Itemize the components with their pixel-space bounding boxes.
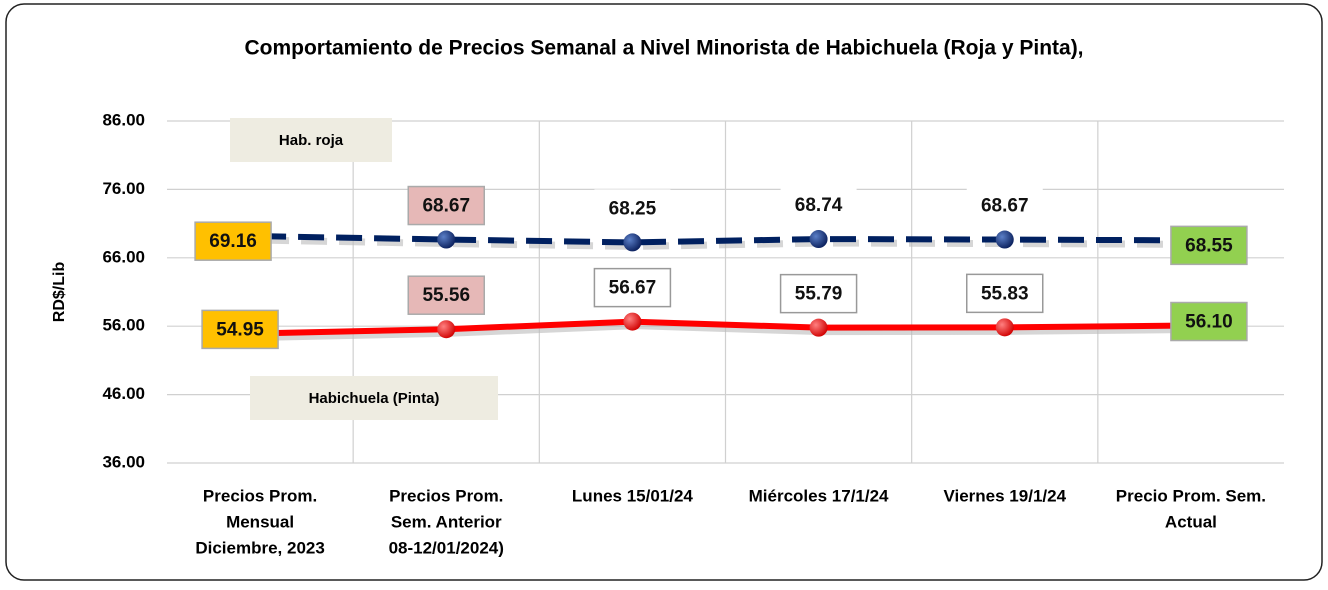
x-tick-label: Precios Prom.	[389, 486, 503, 505]
data-label: 68.67	[422, 196, 470, 217]
point-marker	[437, 320, 456, 339]
x-tick-label: Precio Prom. Sem.	[1116, 486, 1266, 505]
data-label: 68.55	[1185, 235, 1233, 256]
x-tick-label: Viernes 19/1/24	[943, 486, 1066, 505]
series-label-box	[250, 376, 498, 420]
data-label: 69.16	[209, 231, 257, 252]
data-label-box	[594, 189, 671, 228]
x-tick-label: Mensual	[226, 512, 294, 531]
y-tick-label: 76.00	[102, 179, 145, 198]
series-label-box	[230, 118, 392, 162]
data-label: 55.56	[422, 285, 470, 306]
line-shadow	[263, 236, 1194, 250]
data-label-box	[407, 275, 485, 315]
data-label-box	[407, 185, 485, 226]
data-label: 55.79	[795, 284, 843, 305]
data-label-box	[1170, 301, 1248, 342]
line-shadow	[263, 322, 1194, 341]
point-marker	[809, 318, 828, 337]
series-line	[260, 233, 1191, 246]
data-label: 54.95	[216, 319, 264, 340]
data-label-box	[966, 273, 1044, 314]
point-marker	[809, 230, 828, 249]
series-line	[260, 318, 1191, 337]
y-tick-label: 66.00	[102, 247, 145, 266]
data-label: 56.67	[609, 278, 657, 299]
point-marker	[995, 230, 1014, 249]
data-label-box	[201, 309, 279, 350]
data-label: 68.67	[981, 196, 1029, 217]
x-tick-label: Sem. Anterior	[391, 512, 502, 531]
legend-entry: Hab. roja	[279, 132, 344, 149]
x-tick-label: Diciembre, 2023	[195, 538, 324, 557]
point-marker	[437, 230, 456, 249]
x-tick-label: Miércoles 17/1/24	[749, 486, 889, 505]
point-marker	[623, 233, 642, 252]
data-label-box	[966, 186, 1043, 225]
x-tick-label: Lunes 15/01/24	[572, 486, 694, 505]
point-marker	[623, 312, 642, 331]
y-tick-label: 36.00	[102, 452, 145, 471]
x-tick-label: Precios Prom.	[203, 486, 317, 505]
y-axis-label: RD$/Lib	[51, 262, 68, 323]
data-label: 68.74	[795, 195, 843, 216]
data-label-box	[1170, 225, 1248, 266]
y-tick-label: 46.00	[102, 384, 145, 403]
data-label-box	[780, 186, 857, 225]
data-label: 55.83	[981, 283, 1029, 304]
legend-entry: Habichuela (Pinta)	[309, 390, 440, 407]
data-label: 68.25	[609, 198, 657, 219]
x-tick-label: 08-12/01/2024)	[389, 538, 504, 557]
x-tick-label: Actual	[1165, 512, 1217, 531]
data-label-box	[593, 267, 672, 308]
y-tick-label: 56.00	[102, 316, 145, 335]
chart-title: Comportamiento de Precios Semanal a Nive…	[244, 37, 1083, 60]
data-label-box	[194, 221, 272, 261]
data-label: 56.10	[1185, 312, 1233, 333]
data-label-box	[779, 273, 858, 314]
point-marker	[995, 318, 1014, 337]
y-tick-label: 86.00	[102, 110, 145, 129]
